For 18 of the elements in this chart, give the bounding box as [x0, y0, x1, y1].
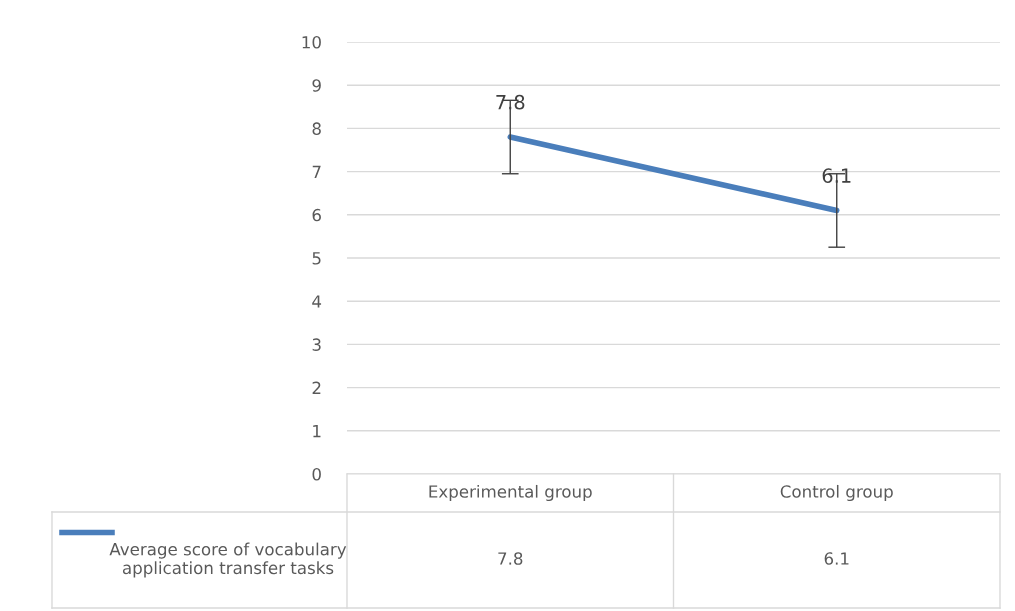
text: 7.8 — [496, 94, 525, 110]
y-tick-label: 0 — [312, 467, 321, 481]
y-tick-label: 10 — [302, 35, 321, 49]
x-tick-label: Control group — [780, 484, 893, 502]
x-tick-label: Experimental group — [429, 484, 592, 502]
y-tick-label: 3 — [312, 338, 321, 351]
text: Average score of vocabulary application transfer tasks — [109, 542, 347, 578]
y-tick-label: 9 — [312, 79, 321, 92]
y-tick-label: 1 — [313, 424, 321, 438]
y-tick-label: 6 — [312, 208, 321, 222]
y-tick-label: 4 — [312, 295, 322, 308]
y-tick-label: 5 — [312, 252, 321, 265]
y-tick-label: 7 — [312, 165, 321, 178]
text: 6.1 — [822, 168, 851, 183]
data-label: 7.8 — [498, 552, 523, 565]
data-label: 6.1 — [824, 552, 849, 565]
y-tick-label: 2 — [312, 381, 321, 394]
y-tick-label: 8 — [312, 122, 321, 135]
